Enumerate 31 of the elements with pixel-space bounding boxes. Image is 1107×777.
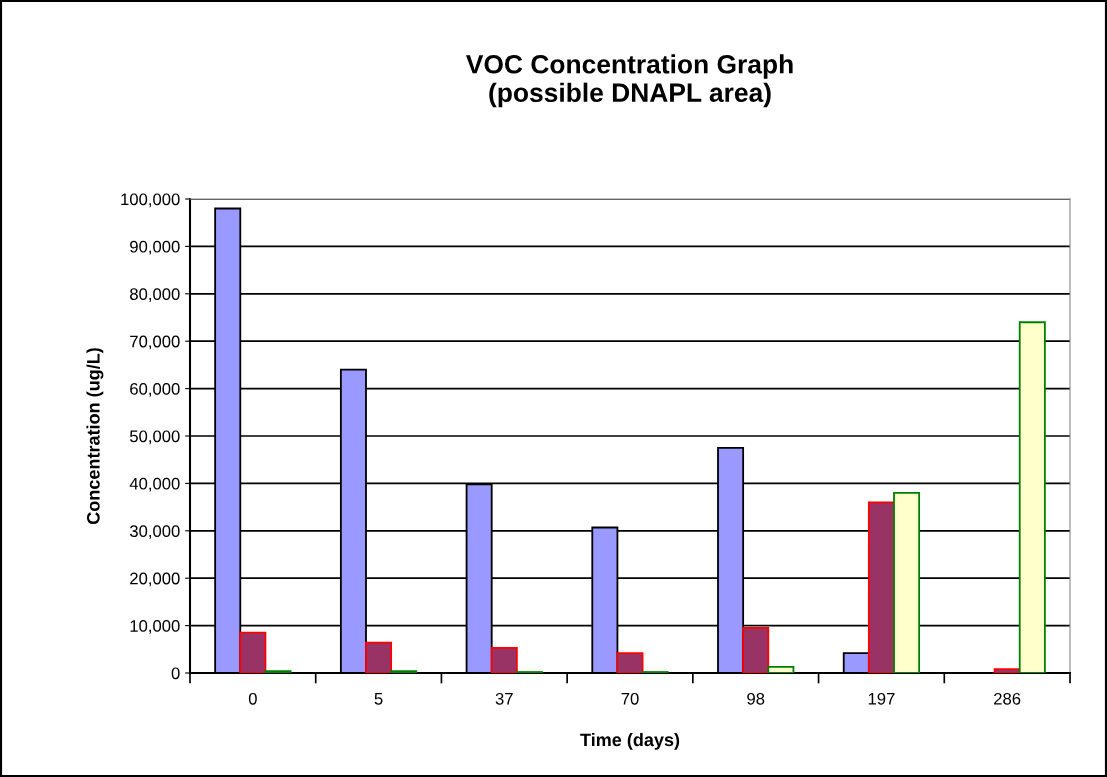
y-tick-label: 30,000 xyxy=(129,525,180,539)
bar xyxy=(1018,321,1046,673)
y-tick-label: 60,000 xyxy=(130,383,180,397)
x-tick-label: 197 xyxy=(868,692,895,705)
y-tick-label: 70,000 xyxy=(130,335,180,350)
bar xyxy=(993,668,1021,673)
y-tick-label: 100,000 xyxy=(121,193,180,208)
x-tick-label: 5 xyxy=(374,693,383,705)
chart-title: VOC Concentration Graph (possible DNAPL area) xyxy=(465,54,793,108)
x-axis-title: Time (days) xyxy=(580,732,680,750)
y-axis-title: Concentration (ug/L) xyxy=(86,348,104,525)
y-tick-label: 20,000 xyxy=(130,572,180,587)
bar xyxy=(490,646,518,673)
x-tick-label: 70 xyxy=(621,692,639,705)
bar xyxy=(239,631,267,673)
y-tick-label: 90,000 xyxy=(130,240,180,255)
x-tick-label: 286 xyxy=(994,692,1021,705)
y-tick-label: 0 xyxy=(171,667,180,680)
y-tick-label: 10,000 xyxy=(130,620,180,634)
bar xyxy=(742,627,770,673)
bar xyxy=(867,501,895,673)
bar xyxy=(893,491,921,673)
y-tick-label: 50,000 xyxy=(129,430,180,445)
bar xyxy=(365,641,393,673)
bar xyxy=(767,665,795,673)
x-tick-label: 0 xyxy=(248,692,257,705)
x-tick-label: 98 xyxy=(747,692,765,705)
bar xyxy=(616,652,644,673)
x-tick-label: 37 xyxy=(495,692,513,705)
y-tick-label: 80,000 xyxy=(130,288,180,302)
y-tick-label: 40,000 xyxy=(129,477,180,492)
